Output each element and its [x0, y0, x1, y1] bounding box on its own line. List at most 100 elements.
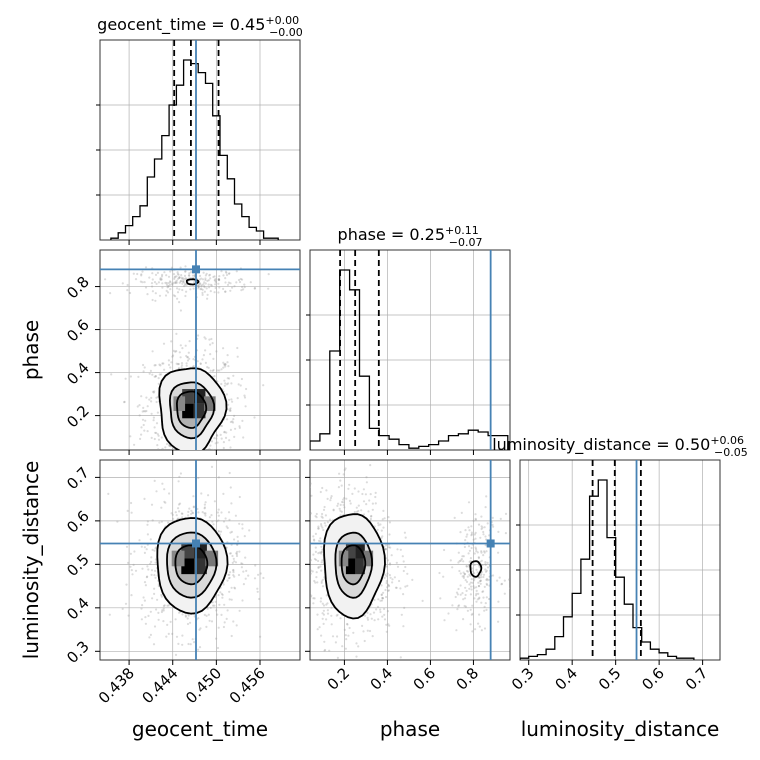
scatter-point: [206, 607, 209, 610]
scatter-point: [211, 471, 213, 473]
scatter-point: [224, 382, 227, 385]
scatter-point: [145, 548, 148, 551]
scatter-point: [216, 380, 219, 383]
scatter-point: [313, 539, 316, 542]
scatter-point: [321, 486, 324, 490]
scatter-point: [189, 621, 192, 624]
scatter-point: [341, 645, 344, 648]
scatter-point: [477, 556, 480, 559]
scatter-point: [384, 548, 387, 551]
scatter-point: [222, 520, 226, 523]
scatter-point: [474, 513, 477, 516]
scatter-point: [165, 289, 168, 292]
axes-frame: [519, 459, 721, 661]
scatter-point: [241, 599, 244, 602]
y-tick-label-phase: 0.8: [63, 273, 93, 303]
scatter-point: [186, 356, 189, 359]
scatter-point: [141, 281, 144, 284]
y-axis-label-phase: phase: [19, 320, 43, 380]
scatter-point: [157, 382, 160, 385]
scatter-point: [155, 490, 158, 493]
scatter-point: [201, 288, 204, 291]
scatter-point: [221, 596, 224, 599]
scatter-point: [320, 569, 323, 572]
scatter-point: [353, 487, 356, 490]
scatter-point: [479, 536, 482, 539]
scatter-point: [165, 283, 168, 286]
scatter-point: [380, 599, 384, 602]
scatter-point: [214, 277, 217, 280]
scatter-point: [244, 577, 247, 580]
density-core-bin: [204, 396, 216, 411]
scatter-point: [310, 594, 313, 597]
scatter-point: [357, 645, 360, 648]
scatter-point: [126, 509, 129, 512]
scatter-point: [460, 511, 463, 514]
scatter-point: [229, 531, 232, 534]
scatter-point: [374, 491, 377, 494]
scatter-point: [467, 501, 471, 504]
scatter-point: [320, 597, 323, 600]
panel-2-1: [310, 460, 510, 660]
scatter-point: [379, 608, 382, 611]
scatter-point: [468, 560, 471, 564]
scatter-point: [219, 433, 222, 436]
y-tick-label-luminosity_distance: 0.5: [63, 550, 93, 580]
contour-line: [156, 517, 229, 615]
scatter-point: [182, 277, 185, 280]
scatter-point: [136, 272, 139, 276]
scatter-point: [151, 350, 154, 353]
scatter-point: [462, 618, 465, 621]
scatter-point: [365, 476, 368, 479]
scatter-point: [463, 597, 467, 600]
scatter-point: [339, 479, 342, 482]
scatter-point: [388, 562, 392, 565]
scatter-point: [224, 277, 227, 280]
scatter-point: [475, 568, 478, 571]
scatter-point: [140, 395, 143, 398]
marks-layer: [100, 40, 695, 660]
scatter-point: [151, 272, 154, 275]
scatter-point: [485, 569, 488, 572]
scatter-point: [220, 613, 223, 617]
density-core-bin: [194, 558, 207, 575]
scatter-point: [169, 620, 172, 624]
scatter-point: [321, 602, 324, 605]
density-core-bin: [182, 389, 194, 404]
scatter-point: [457, 605, 460, 608]
scatter-point: [373, 598, 376, 602]
scatter-point: [234, 514, 237, 517]
scatter-point: [166, 286, 169, 289]
scatter-point: [153, 375, 156, 378]
scatter-point: [374, 495, 377, 499]
scatter-point: [387, 589, 390, 592]
scatter-point: [399, 656, 402, 659]
scatter-point: [138, 414, 141, 417]
scatter-point: [476, 598, 479, 601]
scatter-point: [163, 604, 166, 607]
scatter-point: [224, 362, 227, 366]
scatter-point: [443, 619, 446, 622]
scatter-point: [385, 575, 388, 578]
scatter-point: [235, 553, 238, 556]
scatter-point: [140, 433, 143, 436]
scatter-point: [230, 634, 233, 638]
scatter-point: [155, 282, 158, 285]
scatter-point: [395, 561, 398, 564]
scatter-point: [229, 486, 232, 489]
scatter-point: [385, 581, 388, 585]
scatter-point: [216, 434, 219, 437]
x-tick-label-luminosity_distance: 0.6: [638, 664, 668, 694]
scatter-point: [243, 286, 246, 289]
scatter-point: [464, 529, 467, 532]
density-core-bin: [182, 403, 194, 419]
scatter-point: [167, 632, 170, 636]
scatter-point: [480, 551, 483, 554]
scatter-point: [227, 456, 229, 458]
scatter-point: [464, 586, 467, 589]
scatter-point: [459, 572, 462, 575]
scatter-point: [471, 581, 474, 584]
scatter-point: [192, 287, 195, 290]
scatter-point: [459, 584, 462, 587]
scatter-point: [161, 282, 164, 285]
